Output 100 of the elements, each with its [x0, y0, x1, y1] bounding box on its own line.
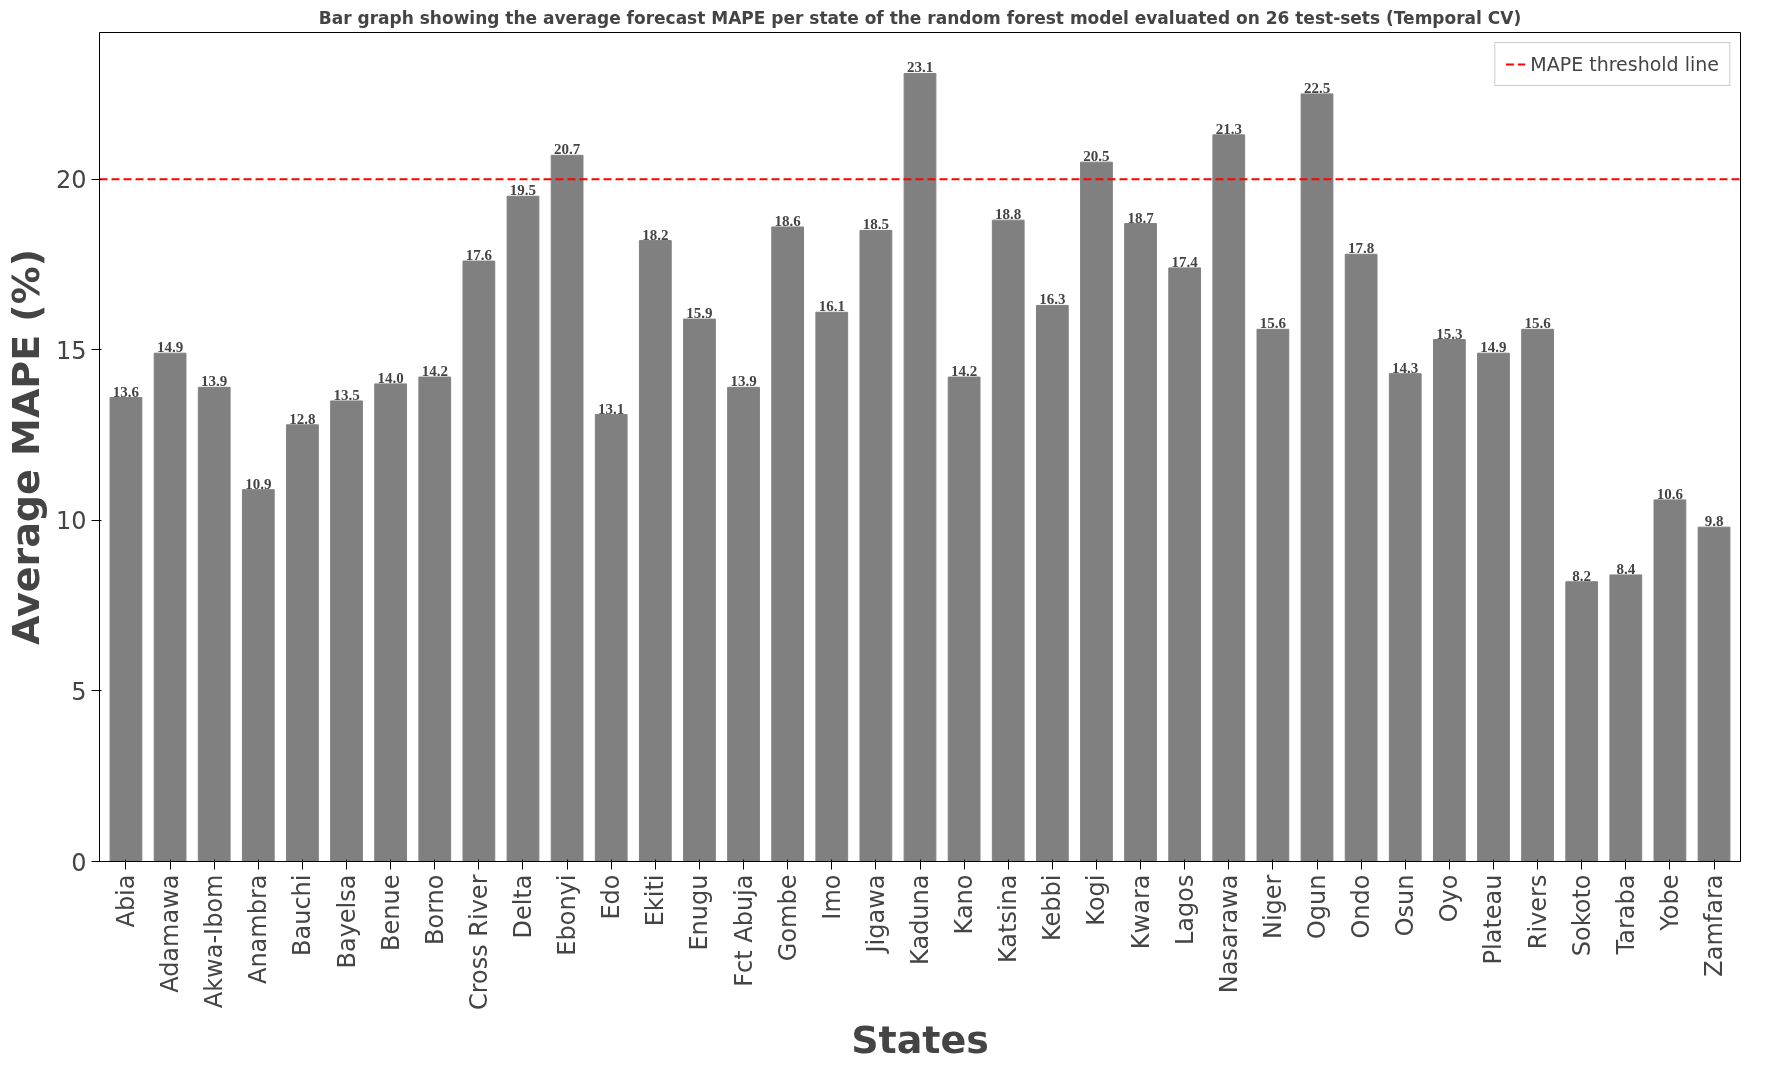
- x-tick-label: Yobe: [1655, 874, 1684, 932]
- data-label: 22.5: [1303, 79, 1331, 96]
- data-label: 18.6: [774, 212, 802, 229]
- y-tick-label: 20: [55, 166, 87, 195]
- bar: [727, 386, 760, 862]
- x-tick-label: Imo: [817, 874, 846, 920]
- x-tick-label: Kano: [950, 874, 979, 935]
- data-label: 13.1: [598, 400, 625, 417]
- bar: [1035, 304, 1069, 862]
- data-label: 17.8: [1348, 240, 1375, 257]
- bar: [153, 352, 187, 862]
- data-label: 8.4: [1616, 560, 1636, 577]
- x-tick-label: Osun: [1391, 874, 1420, 937]
- x-tick-label: Kebbi: [1038, 874, 1067, 941]
- data-label: 13.5: [333, 386, 360, 403]
- x-tick-label: Edo: [597, 874, 626, 920]
- bar: [903, 72, 937, 862]
- bar: [1653, 499, 1687, 862]
- x-tick-label: Lagos: [1170, 874, 1199, 945]
- data-label: 17.6: [465, 247, 493, 264]
- data-label: 16.1: [818, 298, 845, 315]
- data-label: 14.2: [421, 363, 448, 380]
- data-label: 19.5: [509, 182, 537, 199]
- data-label: 8.2: [1572, 567, 1592, 584]
- x-tick-label: Niger: [1258, 874, 1287, 939]
- data-label: 14.2: [950, 363, 978, 380]
- bar: [1212, 134, 1246, 862]
- data-label: 14.9: [156, 339, 184, 356]
- legend-label: MAPE threshold line: [1530, 53, 1719, 75]
- x-tick-label: Ogun: [1303, 874, 1332, 940]
- bar: [1477, 352, 1510, 862]
- chart-title: Bar graph showing the average forecast MAPE per state of the random forest model evaluated on 26 test-sets (Temporal CV): [318, 7, 1522, 28]
- bar: [1300, 93, 1334, 862]
- data-label: 20.5: [1083, 148, 1110, 165]
- bar: [1521, 328, 1554, 862]
- x-tick-label: Cross River: [464, 874, 493, 1011]
- bar: [197, 386, 231, 862]
- data-label: 10.9: [245, 475, 272, 492]
- data-label: 14.3: [1392, 359, 1419, 376]
- data-label: 20.7: [553, 141, 581, 158]
- data-label: 12.8: [289, 410, 316, 427]
- bar: [1388, 373, 1422, 862]
- bar: [109, 397, 143, 862]
- bar: [374, 383, 408, 862]
- x-tick-label: Adamawa: [156, 874, 185, 993]
- data-label: 9.8: [1704, 513, 1724, 530]
- bar: [683, 318, 716, 862]
- data-label: 16.3: [1039, 291, 1066, 308]
- data-label: 13.9: [730, 373, 757, 390]
- data-label: 21.3: [1215, 120, 1242, 137]
- x-tick-label: Gombe: [773, 874, 802, 962]
- data-label: 15.6: [1259, 315, 1287, 332]
- x-tick-label: Sokoto: [1567, 874, 1596, 957]
- data-label: 15.9: [686, 305, 713, 322]
- x-tick-label: Fct Abuja: [729, 874, 758, 987]
- bar: [594, 414, 628, 862]
- x-tick-label: Kaduna: [906, 874, 934, 965]
- bar: [771, 226, 805, 862]
- data-label: 18.2: [642, 226, 669, 243]
- x-tick-label: Jigawa: [861, 874, 890, 955]
- x-tick-label: Taraba: [1611, 874, 1640, 956]
- bar: [506, 195, 540, 862]
- x-tick-label: Katsina: [994, 874, 1023, 964]
- bar: [1256, 328, 1290, 862]
- bar: [418, 376, 452, 862]
- y-axis-title: Average MAPE (%): [3, 248, 48, 646]
- x-tick-label: Bauchi: [288, 874, 317, 956]
- y-tick-label: 5: [71, 677, 87, 706]
- x-tick-label: Ebonyi: [553, 874, 582, 956]
- data-label: 15.3: [1436, 325, 1463, 342]
- bar: [1697, 526, 1731, 862]
- bar: [462, 260, 496, 862]
- x-tick-label: Plateau: [1479, 874, 1508, 965]
- data-label: 14.0: [377, 369, 404, 386]
- bar: [1432, 339, 1466, 862]
- x-tick-label: Kogi: [1082, 874, 1111, 926]
- data-label: 10.6: [1656, 485, 1684, 502]
- bar: [1124, 223, 1157, 862]
- x-tick-label: Borno: [420, 874, 449, 945]
- bar: [991, 219, 1025, 862]
- data-label: 23.1: [906, 59, 934, 76]
- data-label: 18.7: [1127, 209, 1155, 226]
- x-tick-label: Anambra: [244, 874, 273, 985]
- y-tick-label: 10: [55, 507, 87, 536]
- x-tick-label: Akwa-Ibom: [200, 874, 229, 1009]
- bar: [1565, 581, 1599, 862]
- x-tick-label: Enugu: [685, 874, 714, 951]
- y-tick-label: 15: [55, 336, 87, 365]
- bar: [241, 489, 275, 862]
- bar: [815, 311, 849, 862]
- x-tick-label: Ondo: [1347, 874, 1376, 939]
- bar: [1168, 267, 1202, 862]
- bar: [1609, 574, 1643, 862]
- data-label: 18.8: [995, 206, 1022, 223]
- bar: [330, 400, 363, 862]
- x-tick-label: Bayelsa: [332, 874, 361, 969]
- data-label: 13.6: [112, 383, 140, 400]
- data-label: 15.6: [1524, 315, 1552, 332]
- bar: [859, 229, 893, 862]
- data-label: 14.9: [1480, 339, 1507, 356]
